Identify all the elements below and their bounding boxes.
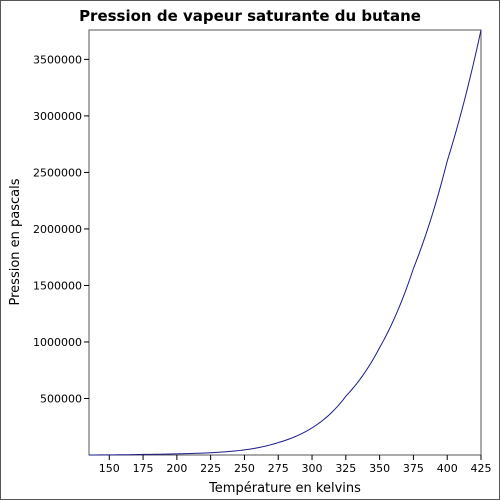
chart-title: Pression de vapeur saturante du butane	[79, 7, 421, 25]
y-axis-label: Pression en pascals	[8, 178, 23, 305]
plot-area: 150 175 200 225 250 275 300 325 350 375 400 425 5000…	[33, 29, 492, 475]
y-tick-label-1000000: 1000000	[33, 336, 82, 349]
y-tick-label-3000000: 3000000	[33, 110, 82, 123]
x-tick-label-400: 400	[437, 462, 458, 475]
x-tick-label-250: 250	[234, 462, 255, 475]
y-tick-label-1500000: 1500000	[33, 279, 82, 292]
x-tick-label-175: 175	[133, 462, 154, 475]
x-tick-label-275: 275	[268, 462, 289, 475]
plot-frame	[88, 29, 482, 456]
y-tick-label-500000: 500000	[40, 392, 82, 405]
x-tick-label-350: 350	[369, 462, 390, 475]
x-tick-label-225: 225	[200, 462, 221, 475]
x-axis-label: Température en kelvins	[208, 481, 361, 496]
x-tick-label-325: 325	[335, 462, 356, 475]
y-tick-label-2000000: 2000000	[33, 223, 82, 236]
x-tick-label-425: 425	[471, 462, 492, 475]
x-tick-label-150: 150	[99, 462, 120, 475]
y-tick-label-2500000: 2500000	[33, 166, 82, 179]
x-tick-label-200: 200	[166, 462, 187, 475]
x-tick-label-300: 300	[302, 462, 323, 475]
x-tick-label-375: 375	[403, 462, 424, 475]
y-tick-label-3500000: 3500000	[33, 53, 82, 66]
series-line-0	[88, 29, 482, 456]
